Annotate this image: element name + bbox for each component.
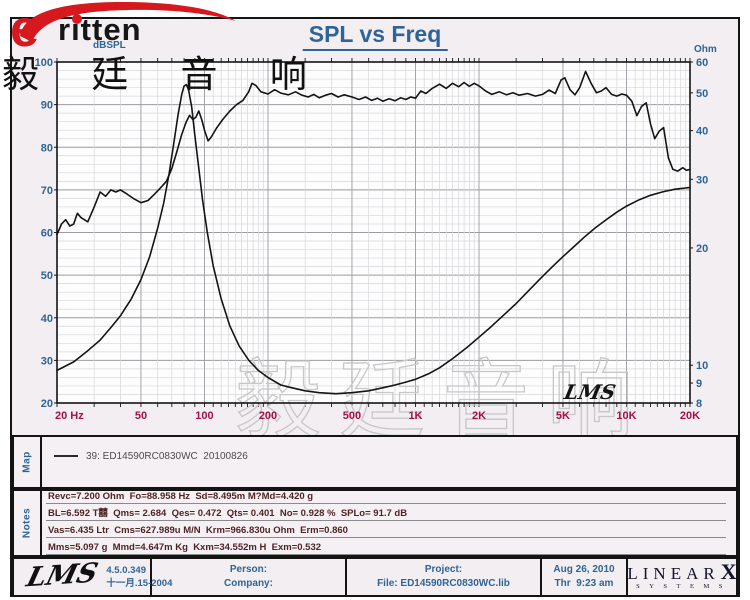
logo-i-dot-icon: [72, 14, 82, 24]
svg-text:30: 30: [696, 174, 708, 186]
curve-legend-row[interactable]: 39: ED14590RC0830WC 20100826: [54, 449, 248, 463]
project-label: Project:: [424, 564, 463, 575]
svg-text:500: 500: [343, 410, 361, 422]
app-version: 4.5.0.349: [106, 565, 146, 576]
logo-e-glyph: e: [10, 0, 39, 58]
brand-logo: e ritten: [2, 0, 252, 60]
person-label: Person:: [229, 564, 268, 575]
note-line: Revc=7.200 Ohm Fo=88.958 Hz Sd=8.495m M?…: [46, 488, 726, 504]
svg-text:50: 50: [41, 270, 53, 282]
svg-text:80: 80: [41, 142, 53, 154]
linearx-systems-label: SYSTEMS: [636, 582, 732, 590]
footer-person-cell[interactable]: Person: Company:: [152, 559, 347, 595]
svg-text:dBSPL: dBSPL: [93, 40, 126, 51]
svg-text:2K: 2K: [472, 410, 486, 422]
svg-text:60: 60: [696, 57, 708, 69]
svg-text:10K: 10K: [616, 410, 636, 422]
note-line: BL=6.592 T囍 Qms= 2.684 Qes= 0.472 Qts= 0…: [46, 505, 726, 521]
svg-text:100: 100: [195, 410, 213, 422]
linearx-logo: LINEAR X SYSTEMS: [627, 558, 737, 595]
map-tab[interactable]: Map: [14, 437, 42, 487]
logo-chinese-name: 毅 廷 音 响: [2, 54, 328, 95]
svg-text:90: 90: [41, 100, 53, 112]
map-panel: Map 39: ED14590RC0830WC 20100826: [12, 435, 738, 489]
notes-tab[interactable]: Notes: [14, 491, 42, 555]
legend-line-sample-icon: [54, 455, 78, 457]
lms-logo: LMS: [23, 557, 102, 593]
svg-text:60: 60: [41, 228, 53, 240]
page-title: SPL vs Freq: [302, 21, 448, 51]
svg-text:Ohm: Ohm: [694, 44, 717, 55]
svg-text:8: 8: [696, 398, 702, 410]
svg-text:200: 200: [259, 410, 277, 422]
footer-app-cell: LMS 4.5.0.349 十一月.15-2004: [14, 557, 172, 595]
app-build-date: 十一月.15-2004: [106, 578, 173, 589]
logo-wordmark: ritten: [58, 12, 142, 47]
svg-text:50: 50: [696, 88, 708, 100]
footer-project-cell[interactable]: Project: File: ED14590RC0830WC.lib: [347, 559, 542, 595]
svg-text:10: 10: [696, 360, 708, 372]
svg-text:20 Hz: 20 Hz: [55, 410, 84, 422]
svg-text:70: 70: [41, 185, 53, 197]
svg-text:1K: 1K: [408, 410, 422, 422]
legend-label: 39: ED14590RC0830WC 20100826: [86, 450, 248, 462]
notes-panel: Notes Revc=7.200 Ohm Fo=88.958 Hz Sd=8.4…: [12, 489, 738, 557]
status-footer: LMS 4.5.0.349 十一月.15-2004 Person: Compan…: [12, 557, 738, 597]
notes-tab-label: Notes: [21, 507, 33, 539]
svg-text:20K: 20K: [680, 410, 700, 422]
map-tab-label: Map: [21, 451, 33, 473]
file-label: File: ED14590RC0830WC.lib: [377, 578, 510, 589]
note-line: Mms=5.097 g Mmd=4.647m Kg Kxm=34.552m H …: [46, 539, 726, 555]
svg-text:50: 50: [135, 410, 147, 422]
footer-brand-cell: LINEAR X SYSTEMS: [627, 558, 737, 595]
svg-text:20: 20: [41, 398, 53, 410]
linearx-x-glyph: X: [720, 558, 737, 584]
svg-text:5K: 5K: [556, 410, 570, 422]
current-time: Thr 9:23 am: [554, 578, 614, 589]
current-date: Aug 26, 2010: [553, 564, 615, 575]
svg-text:毅廷音响: 毅廷音响: [235, 353, 651, 449]
linearx-wordmark: LINEAR: [627, 563, 720, 583]
svg-text:30: 30: [41, 355, 53, 367]
svg-text:100: 100: [35, 57, 53, 69]
svg-text:40: 40: [696, 126, 708, 138]
svg-text:20: 20: [696, 243, 708, 255]
svg-text:40: 40: [41, 313, 53, 325]
note-line: Vas=6.435 Ltr Cms=627.989u M/N Krm=966.8…: [46, 522, 726, 538]
svg-text:LMS: LMS: [561, 380, 618, 404]
svg-text:9: 9: [696, 378, 702, 390]
footer-datetime-cell: Aug 26, 2010 Thr 9:23 am: [542, 559, 628, 595]
logo-swoosh-icon: [20, 2, 236, 42]
company-label: Company:: [224, 578, 273, 589]
